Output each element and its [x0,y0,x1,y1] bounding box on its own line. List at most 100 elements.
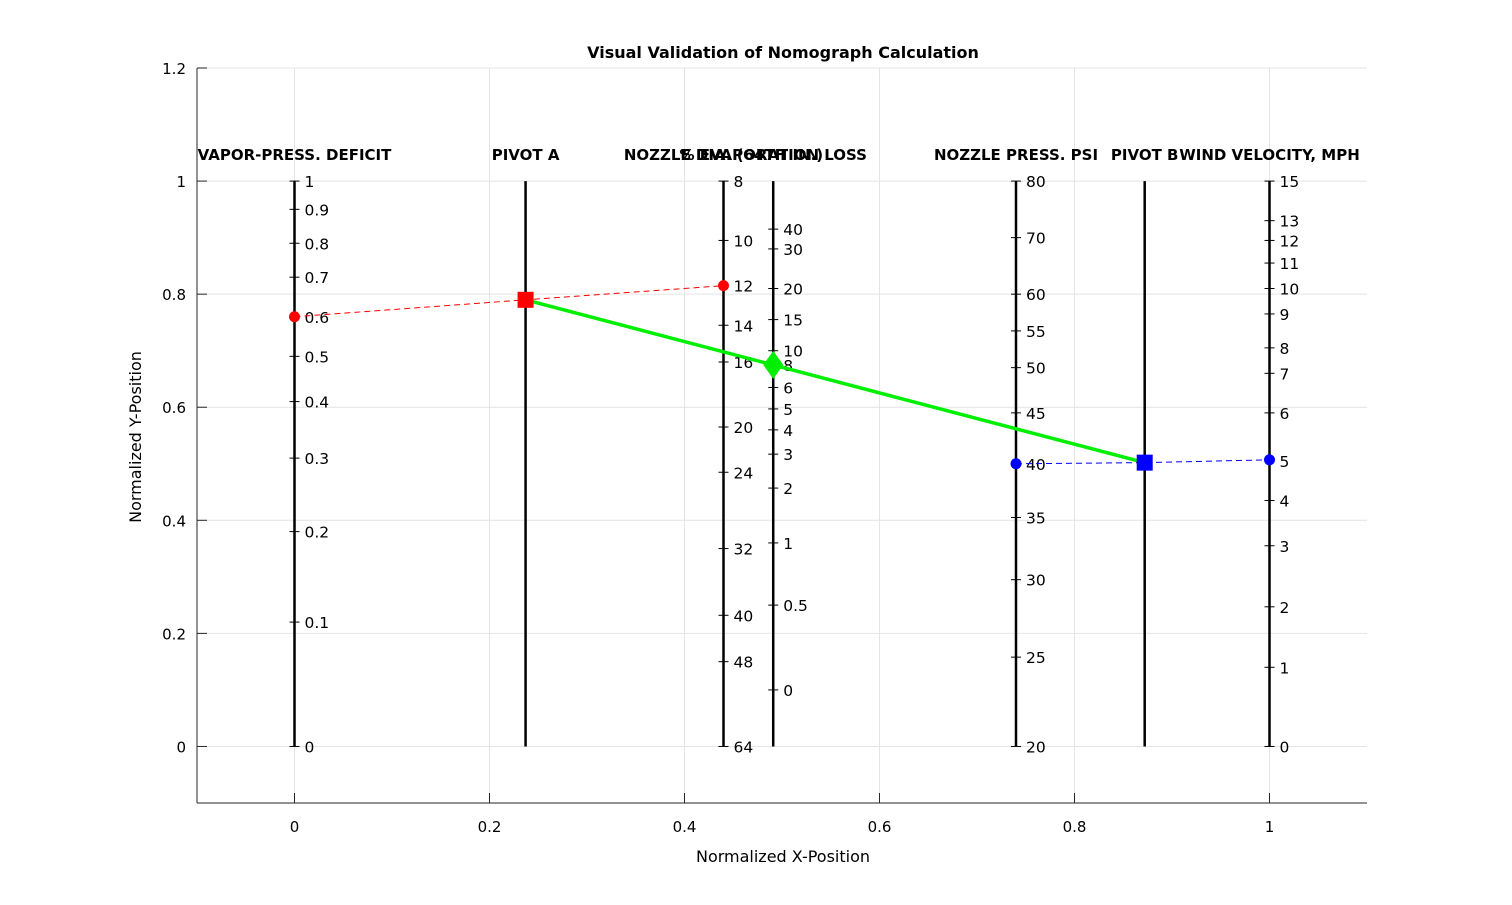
scale-tick-label: 3 [783,446,793,464]
axes: 0 0.2 0.4 0.6 0.8 100.20.40.60.811.2 [162,60,1367,836]
scale-tick-label: 14 [734,317,754,335]
scale-tick-label: 55 [1026,323,1046,341]
scale-tick-label: 24 [734,464,754,482]
scale-tick-label: 25 [1026,649,1046,667]
scale-tick-label: 0.5 [783,597,808,615]
x-tick-label: 1 [1265,818,1275,836]
scale-tick-label: 6 [783,379,793,397]
scale-tick-label: 10 [734,232,754,250]
scale-tick-label: 48 [734,654,754,672]
vpd-point [289,311,300,323]
scale-2: NOZZLE DIA. (64TH IN.)810121416202432404… [624,146,823,756]
y-tick-label: 0.4 [162,512,186,530]
scale-tick-label: 7 [1280,365,1290,383]
scale-tick-label: 6 [1280,405,1290,423]
scale-tick-label: 4 [1280,493,1290,511]
y-tick-label: 1 [176,173,186,191]
scale-tick-label: 0.3 [305,450,330,468]
solution-points [289,280,1275,471]
grid-lines [197,67,1367,803]
scale-tick-label: 9 [1280,306,1290,324]
y-tick-label: 0.8 [162,286,186,304]
scale-title: WIND VELOCITY, MPH [1179,146,1360,164]
scale-tick-label: 0.8 [305,235,330,253]
scale-tick-label: 15 [1280,173,1300,191]
scale-tick-label: 4 [783,422,793,440]
scale-tick-label: 2 [1280,599,1290,617]
x-tick-label: 0.4 [673,818,697,836]
x-tick-label: 0 [290,818,300,836]
scale-tick-label: 0.5 [305,348,330,366]
scale-tick-label: 60 [1026,286,1046,304]
scale-tick-label: 10 [1280,281,1300,299]
scale-tick-label: 0.7 [305,269,330,287]
scale-tick-label: 30 [1026,572,1046,590]
scale-tick-label: 0 [783,682,793,700]
evap-loss-point [763,350,784,379]
scale-tick-label: 1 [305,173,315,191]
scale-tick-label: 0 [1280,738,1290,756]
nozzle-dia-point [718,280,729,292]
nomograph-scales: VAPOR-PRESS. DEFICIT 1 0.9 0.8 0.7 0.6 0.5 0.4 0… [198,146,1360,756]
x-tick-label: 0.6 [868,818,892,836]
scale-title: NOZZLE PRESS. PSI [934,146,1098,164]
x-tick-label: 0.8 [1063,818,1087,836]
y-tick-label: 0.2 [162,625,186,643]
scale-tick-label: 45 [1026,405,1046,423]
scale-tick-label: 8 [1280,340,1290,358]
scale-tick-label: 40 [734,607,754,625]
scale-tick-label: 0.4 [305,394,330,412]
red-dashed-line [294,285,724,318]
scale-tick-label: 5 [783,401,793,419]
scale-title: NOZZLE DIA. (64TH IN.) [624,146,823,164]
scale-tick-label: 1 [783,535,793,553]
scale-tick-label: 70 [1026,230,1046,248]
scale-tick-label: 3 [1280,538,1290,556]
scale-0: VAPOR-PRESS. DEFICIT 1 0.9 0.8 0.7 0.6 0.5 0.4 0… [198,146,392,756]
scale-tick-label: 20 [783,281,803,299]
wind-point [1264,454,1275,466]
scale-tick-label: 20 [734,419,754,437]
scale-tick-label: 20 [1026,738,1046,756]
scale-5: PIVOT B [1111,146,1179,747]
scale-tick-label: 80 [1026,173,1046,191]
scale-tick-label: 8 [734,173,744,191]
y-tick-label: 0.6 [162,399,186,417]
scale-tick-label: 0 [305,738,315,756]
scale-tick-label: 32 [734,541,754,559]
scale-1: PIVOT A [492,146,560,747]
scale-tick-label: 35 [1026,509,1046,527]
scale-tick-label: 0.6 [305,309,330,327]
scale-tick-label: 8 [783,357,793,375]
pivot-b-point [1136,454,1153,471]
scale-tick-label: 11 [1280,255,1300,273]
scale-tick-label: 0.1 [305,614,330,632]
scale-tick-label: 12 [1280,232,1300,250]
scale-title: VAPOR-PRESS. DEFICIT [198,146,392,164]
pressure-point [1010,458,1022,470]
green-solid-line [525,298,1146,465]
scale-tick-label: 2 [783,480,793,498]
scale-tick-label: 10 [783,343,803,361]
x-tick-label: 0.2 [478,818,502,836]
scale-title: PIVOT A [492,146,560,164]
scale-title: % EVAPORATION LOSS [679,146,867,164]
x-axis-label: Normalized X-Position [696,847,870,866]
scale-title: PIVOT B [1111,146,1179,164]
y-tick-label: 0 [176,738,186,756]
scale-tick-label: 50 [1026,360,1046,378]
scale-tick-label: 0.9 [305,201,330,219]
y-tick-label: 1.2 [162,60,186,78]
blue-dashed-line [1015,459,1270,465]
scale-tick-label: 30 [783,241,803,259]
scale-tick-label: 0.2 [305,524,330,542]
scale-tick-label: 40 [783,221,803,239]
scale-4: NOZZLE PRESS. PSI 80 70 60 55 50 45 40 35 30 25 20 [934,146,1098,756]
scale-tick-label: 64 [734,738,754,756]
pivot-a-point [517,291,534,308]
scale-tick-label: 13 [1280,213,1300,231]
y-axis-label: Normalized Y-Position [126,351,145,523]
